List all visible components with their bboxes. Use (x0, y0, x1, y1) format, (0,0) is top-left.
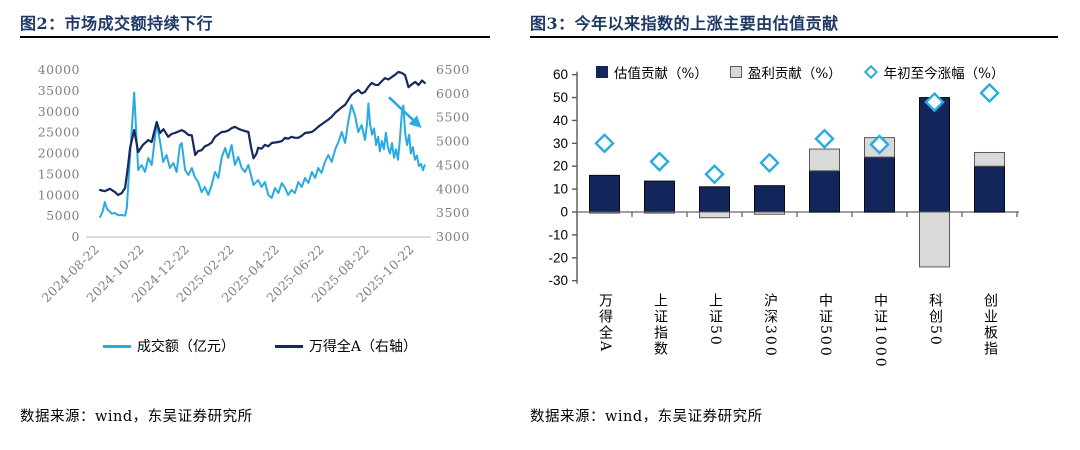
turnover-legend: 成交额（亿元） 万得全A（右轴） (60, 336, 460, 356)
svg-text:0: 0 (560, 205, 568, 220)
svg-text:5500: 5500 (436, 110, 470, 125)
category-label-sse-index: 上证指数 (652, 293, 668, 357)
legend-item-ytd-gain: 年初至今涨幅（%） (863, 62, 1005, 82)
windallA-line-swatch (274, 344, 303, 348)
svg-text:30000: 30000 (38, 104, 80, 119)
svg-text:5000: 5000 (46, 208, 80, 223)
ytd-gain-diamond-icon (863, 64, 878, 80)
contribution-chart-svg: 60 50 40 30 20 10 0 -10 -20 -30 (548, 67, 1019, 288)
ytd-gain-legend-label: 年初至今涨幅（%） (883, 66, 1005, 82)
turnover-legend-label: 成交额（亿元） (136, 339, 235, 355)
category-label-sse50: 上证50 (707, 293, 723, 347)
svg-text:3000: 3000 (436, 229, 470, 244)
category-label-chinext: 创业板指 (982, 293, 998, 357)
valuation-legend-label: 估值贡献（%） (614, 66, 708, 82)
turnover-line-swatch (102, 344, 131, 348)
svg-text:-20: -20 (548, 250, 568, 265)
svg-text:6500: 6500 (436, 62, 470, 77)
figure3-title-rule (530, 36, 1058, 38)
svg-text:35000: 35000 (38, 83, 80, 98)
figure2-title-rule (20, 36, 490, 38)
svg-text:0: 0 (72, 229, 80, 244)
svg-text:20000: 20000 (38, 146, 80, 161)
svg-text:60: 60 (553, 67, 568, 82)
svg-text:40000: 40000 (38, 62, 80, 77)
windallA-legend-label: 万得全A（右轴） (308, 339, 418, 355)
category-label-wind-all-a: 万得全A (597, 293, 613, 354)
figure2-title: 图2：市场成交额持续下行 (20, 14, 214, 33)
earnings-swatch (729, 66, 742, 78)
figure3-source: 数据来源：wind，东吴证券研究所 (530, 409, 763, 425)
svg-text:20: 20 (553, 159, 568, 174)
valuation-swatch (596, 66, 608, 78)
turnover-chart-svg: 0 5000 10000 15000 20000 25000 30000 35000 40000… (38, 62, 470, 305)
figure2-source: 数据来源：wind，东吴证券研究所 (20, 409, 253, 425)
svg-text:-30: -30 (548, 273, 568, 288)
svg-text:10000: 10000 (38, 187, 80, 202)
legend-item-valuation: 估值贡献（%） (596, 62, 708, 82)
svg-text:4000: 4000 (436, 181, 470, 196)
svg-text:5000: 5000 (436, 134, 470, 149)
category-label-csi1000: 中证1000 (872, 293, 888, 369)
category-label-csi500: 中证500 (817, 293, 833, 358)
legend-item-earnings: 盈利贡献（%） (729, 62, 842, 82)
svg-text:15000: 15000 (38, 166, 80, 181)
svg-text:50: 50 (553, 90, 568, 105)
svg-text:-10: -10 (548, 227, 568, 242)
svg-text:3500: 3500 (436, 205, 470, 220)
legend-item-turnover: 成交额（亿元） (102, 336, 235, 356)
category-label-star50: 科创50 (927, 293, 943, 347)
contribution-legend: 估值贡献（%） 盈利贡献（%） 年初至今涨幅（%） (596, 62, 1004, 82)
svg-text:40: 40 (553, 113, 568, 128)
svg-text:10: 10 (553, 182, 568, 197)
svg-text:4500: 4500 (436, 157, 470, 172)
category-label-csi300: 沪深300 (762, 293, 778, 358)
earnings-legend-label: 盈利贡献（%） (747, 66, 842, 82)
svg-text:6000: 6000 (436, 86, 470, 101)
figure3-title: 图3：今年以来指数的上涨主要由估值贡献 (530, 14, 839, 33)
svg-text:30: 30 (553, 136, 568, 151)
svg-text:25000: 25000 (38, 125, 80, 140)
legend-item-windallA: 万得全A（右轴） (274, 336, 418, 356)
